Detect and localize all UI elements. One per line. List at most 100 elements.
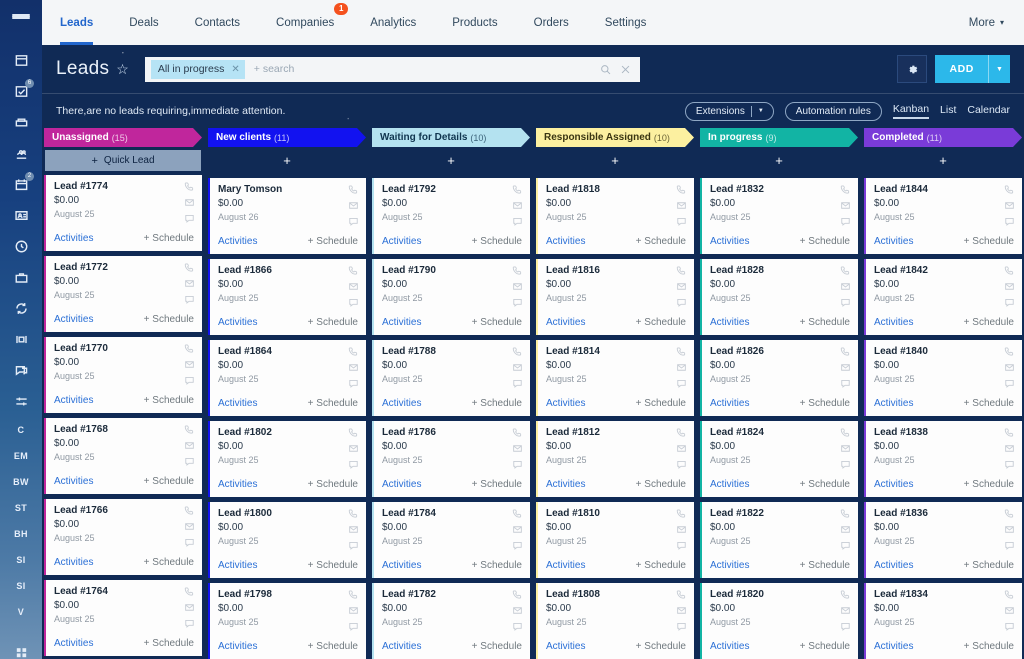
card[interactable]: Lead #1770 $0.00 August 25 Activities + Sche… <box>44 337 202 413</box>
activities-link[interactable]: Activities <box>710 560 750 571</box>
phone-icon[interactable] <box>1004 184 1015 195</box>
filter-chip-remove-icon[interactable]: ✕ <box>231 63 240 75</box>
envelope-icon[interactable] <box>184 359 195 370</box>
chat-bubble-icon[interactable] <box>840 459 851 470</box>
schedule-link[interactable]: + Schedule <box>143 476 194 487</box>
sidebar-initial-5[interactable]: SI <box>16 554 26 565</box>
sidebar-item-drive[interactable] <box>0 107 42 138</box>
activities-link[interactable]: Activities <box>218 236 258 247</box>
column-header-2[interactable]: Waiting for Details (10) <box>372 128 530 147</box>
chevron-down-icon[interactable]: ▼ <box>988 55 1010 83</box>
activities-link[interactable]: Activities <box>382 641 422 652</box>
chat-bubble-icon[interactable] <box>512 459 523 470</box>
sidebar-item-news-feed[interactable] <box>0 45 42 76</box>
card[interactable]: Lead #1802 $0.00 August 25 Activities + Sche… <box>208 421 366 497</box>
tab-leads[interactable]: Leads <box>42 0 111 45</box>
chat-bubble-icon[interactable] <box>512 297 523 308</box>
phone-icon[interactable] <box>840 265 851 276</box>
activities-link[interactable]: Activities <box>874 317 914 328</box>
activities-link[interactable]: Activities <box>874 398 914 409</box>
activities-link[interactable]: Activities <box>382 236 422 247</box>
card[interactable]: Mary Tomson $0.00 August 26 Activities + Sch… <box>208 178 366 254</box>
phone-icon[interactable] <box>1004 589 1015 600</box>
phone-icon[interactable] <box>348 184 359 195</box>
card[interactable]: Lead #1784 $0.00 August 25 Activities + Sche… <box>372 502 530 578</box>
schedule-link[interactable]: + Schedule <box>799 398 850 409</box>
envelope-icon[interactable] <box>840 200 851 211</box>
chat-bubble-icon[interactable] <box>348 378 359 389</box>
schedule-link[interactable]: + Schedule <box>799 479 850 490</box>
column-header-0[interactable]: Unassigned (15) <box>44 128 202 147</box>
activities-link[interactable]: Activities <box>546 317 586 328</box>
activities-link[interactable]: Activities <box>382 560 422 571</box>
phone-icon[interactable] <box>348 508 359 519</box>
sidebar-item-company[interactable] <box>0 262 42 293</box>
phone-icon[interactable] <box>348 265 359 276</box>
phone-icon[interactable] <box>1004 346 1015 357</box>
activities-link[interactable]: Activities <box>874 560 914 571</box>
phone-icon[interactable] <box>184 424 195 435</box>
activities-link[interactable]: Activities <box>54 557 94 568</box>
schedule-link[interactable]: + Schedule <box>307 641 358 652</box>
chat-bubble-icon[interactable] <box>676 378 687 389</box>
chat-bubble-icon[interactable] <box>184 213 195 224</box>
chat-bubble-icon[interactable] <box>840 621 851 632</box>
tab-orders[interactable]: Orders <box>516 0 587 45</box>
column-add-button-4[interactable]: + <box>700 147 858 174</box>
card[interactable]: Lead #1768 $0.00 August 25 Activities + Sche… <box>44 418 202 494</box>
activities-link[interactable]: Activities <box>382 398 422 409</box>
envelope-icon[interactable] <box>676 281 687 292</box>
card[interactable]: Lead #1766 $0.00 August 25 Activities + Sche… <box>44 499 202 575</box>
column-header-5[interactable]: Completed (11) <box>864 128 1022 147</box>
sidebar-initial-2[interactable]: BW <box>13 476 29 487</box>
envelope-icon[interactable] <box>840 281 851 292</box>
schedule-link[interactable]: + Schedule <box>963 560 1014 571</box>
card[interactable]: Lead #1832 $0.00 August 25 Activities + Sche… <box>700 178 858 254</box>
activities-link[interactable]: Activities <box>874 236 914 247</box>
chat-bubble-icon[interactable] <box>676 459 687 470</box>
card[interactable]: Lead #1842 $0.00 August 25 Activities + Sche… <box>864 259 1022 335</box>
phone-icon[interactable] <box>512 346 523 357</box>
activities-link[interactable]: Activities <box>546 479 586 490</box>
more-menu-button[interactable]: More ▾ <box>949 0 1024 45</box>
activities-link[interactable]: Activities <box>218 560 258 571</box>
phone-icon[interactable] <box>840 346 851 357</box>
card[interactable]: Lead #1774 $0.00 August 25 Activities + Sche… <box>44 175 202 251</box>
schedule-link[interactable]: + Schedule <box>635 560 686 571</box>
chat-bubble-icon[interactable] <box>676 540 687 551</box>
envelope-icon[interactable] <box>348 524 359 535</box>
chat-bubble-icon[interactable] <box>184 618 195 629</box>
card[interactable]: Lead #1764 $0.00 August 25 Activities + Sche… <box>44 580 202 656</box>
schedule-link[interactable]: + Schedule <box>963 317 1014 328</box>
search-input[interactable]: + search <box>253 63 295 75</box>
activities-link[interactable]: Activities <box>54 314 94 325</box>
schedule-link[interactable]: + Schedule <box>307 479 358 490</box>
tab-companies[interactable]: Companies 1 <box>258 0 352 45</box>
phone-icon[interactable] <box>184 586 195 597</box>
chat-bubble-icon[interactable] <box>512 378 523 389</box>
card[interactable]: Lead #1836 $0.00 August 25 Activities + Sche… <box>864 502 1022 578</box>
card[interactable]: Lead #1824 $0.00 August 25 Activities + Sche… <box>700 421 858 497</box>
sidebar-item-crm[interactable] <box>0 200 42 231</box>
envelope-icon[interactable] <box>512 200 523 211</box>
activities-link[interactable]: Activities <box>54 638 94 649</box>
envelope-icon[interactable] <box>840 524 851 535</box>
envelope-icon[interactable] <box>1004 524 1015 535</box>
schedule-link[interactable]: + Schedule <box>963 398 1014 409</box>
chat-bubble-icon[interactable] <box>348 216 359 227</box>
tab-analytics[interactable]: Analytics <box>352 0 434 45</box>
chat-bubble-icon[interactable] <box>184 375 195 386</box>
chat-bubble-icon[interactable] <box>840 540 851 551</box>
sidebar-initial-3[interactable]: ST <box>14 502 28 513</box>
phone-icon[interactable] <box>676 589 687 600</box>
envelope-icon[interactable] <box>512 443 523 454</box>
column-header-4[interactable]: In progress (9) <box>700 128 858 147</box>
sidebar-item-workgroups[interactable] <box>0 138 42 169</box>
chat-bubble-icon[interactable] <box>1004 540 1015 551</box>
envelope-icon[interactable] <box>676 443 687 454</box>
envelope-icon[interactable] <box>512 605 523 616</box>
card[interactable]: Lead #1800 $0.00 August 25 Activities + Sche… <box>208 502 366 578</box>
add-button[interactable]: ADD ▼ <box>935 55 1010 83</box>
activities-link[interactable]: Activities <box>546 560 586 571</box>
phone-icon[interactable] <box>512 265 523 276</box>
